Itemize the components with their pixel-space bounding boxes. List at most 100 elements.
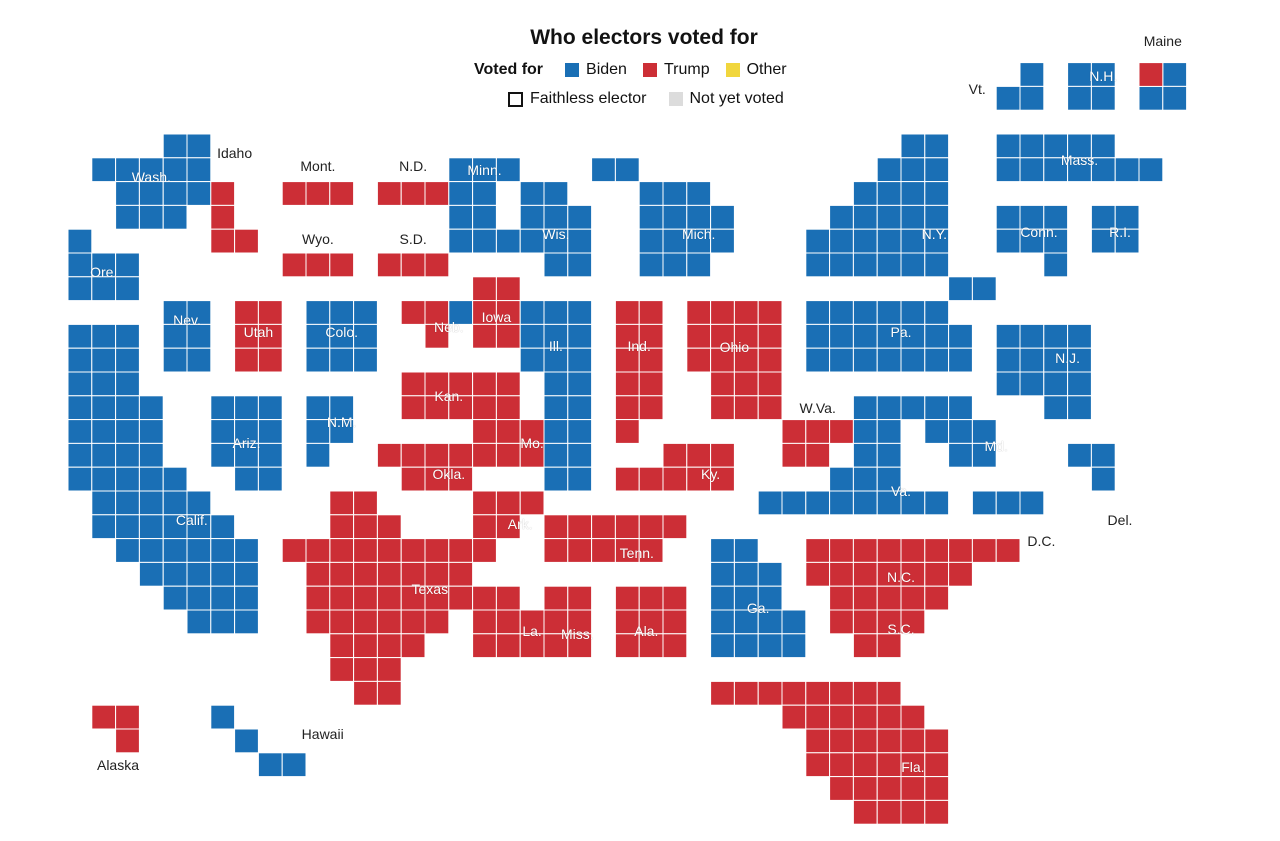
elector-tile <box>162 561 188 587</box>
elector-tile <box>257 442 283 468</box>
elector-tile <box>781 609 807 635</box>
elector-tile <box>948 276 973 302</box>
state-s-c <box>829 585 950 659</box>
elector-tile <box>115 442 140 468</box>
elector-tile <box>115 252 140 278</box>
elector-tile <box>400 395 426 421</box>
elector-tile <box>329 609 355 635</box>
elector-tile <box>186 538 212 563</box>
elector-tile <box>376 252 402 278</box>
elector-tile <box>995 538 1021 563</box>
elector-tile <box>852 395 878 421</box>
elector-tile <box>234 538 259 563</box>
state-label-alaska: Alaska <box>96 756 140 773</box>
state-label-n-j: N.J. <box>1055 349 1081 366</box>
elector-tile <box>924 395 950 421</box>
state-label-s-c: S.C. <box>887 621 915 637</box>
elector-tile <box>852 181 878 206</box>
elector-tile <box>995 228 1021 254</box>
elector-tile <box>162 347 188 373</box>
elector-tile <box>353 680 378 706</box>
state-label-mich: Mich. <box>681 226 716 242</box>
state-del <box>1067 442 1116 492</box>
elector-tile <box>91 323 117 349</box>
elector-tile <box>924 728 950 754</box>
elector-tile <box>614 157 640 183</box>
elector-tile <box>662 252 688 278</box>
elector-tile <box>353 633 378 659</box>
state-label-mont: Mont. <box>300 158 336 175</box>
elector-tile <box>829 419 854 444</box>
elector-tile <box>305 585 331 611</box>
elector-tile <box>852 204 878 230</box>
elector-tile <box>234 466 259 492</box>
elector-tile <box>900 133 926 159</box>
elector-tile <box>805 442 831 468</box>
elector-tile <box>757 490 783 516</box>
elector-tile <box>567 442 593 468</box>
elector-tile <box>519 181 545 206</box>
elector-tile <box>924 133 950 159</box>
elector-tile <box>995 85 1021 111</box>
state-label-w-va: W.Va. <box>799 399 836 416</box>
elector-tile <box>757 633 783 659</box>
elector-tile <box>91 466 117 492</box>
elector-tile <box>638 395 664 421</box>
state-md <box>852 395 997 468</box>
state-la <box>472 585 545 659</box>
elector-tile <box>900 728 926 754</box>
elector-tile <box>400 181 426 206</box>
elector-tile <box>876 799 902 825</box>
elector-tile <box>1138 62 1164 87</box>
elector-tile <box>757 680 783 706</box>
elector-tile <box>495 609 521 635</box>
elector-tile <box>138 419 164 444</box>
elector-tile <box>329 633 355 659</box>
elector-tile <box>924 300 950 325</box>
elector-tile <box>900 799 926 825</box>
elector-tile <box>876 776 902 801</box>
legend-item-faithless: Faithless elector <box>508 90 647 108</box>
elector-tile <box>543 371 569 397</box>
elector-tile <box>567 419 593 444</box>
state-r-i <box>1090 204 1140 254</box>
elector-tile <box>591 157 616 183</box>
elector-tile <box>138 181 164 206</box>
elector-tile <box>543 181 569 206</box>
elector-tile <box>376 633 402 659</box>
elector-tile <box>924 561 950 587</box>
state-mich <box>591 157 735 278</box>
elector-tile <box>495 633 521 659</box>
elector-tile <box>329 490 355 516</box>
elector-tile <box>852 585 878 611</box>
elector-tile <box>329 347 355 373</box>
elector-tile <box>543 395 569 421</box>
elector-tile <box>329 419 355 444</box>
elector-tile <box>424 442 450 468</box>
elector-tile <box>67 466 93 492</box>
elector-tile <box>852 728 878 754</box>
elector-tile <box>91 442 117 468</box>
elector-tile <box>686 300 712 325</box>
elector-tile <box>1090 442 1116 468</box>
elector-tile <box>257 466 283 492</box>
state-utah <box>234 300 283 373</box>
elector-tile <box>876 395 902 421</box>
elector-tile <box>257 347 283 373</box>
state-mo <box>472 371 545 468</box>
elector-tile <box>829 561 854 587</box>
elector-tile <box>948 323 973 349</box>
elector-tile <box>1138 157 1164 183</box>
state-ill <box>519 300 593 492</box>
elector-tile <box>424 181 450 206</box>
elector-tile <box>1162 62 1188 87</box>
state-n-c <box>805 538 1021 587</box>
elector-tile <box>805 561 831 587</box>
elector-tile <box>1043 323 1069 349</box>
elector-tile <box>115 419 140 444</box>
elector-tile <box>829 228 854 254</box>
elector-tile <box>1090 466 1116 492</box>
legend-item-not-yet: Not yet voted <box>668 90 784 108</box>
elector-tile <box>852 419 878 444</box>
